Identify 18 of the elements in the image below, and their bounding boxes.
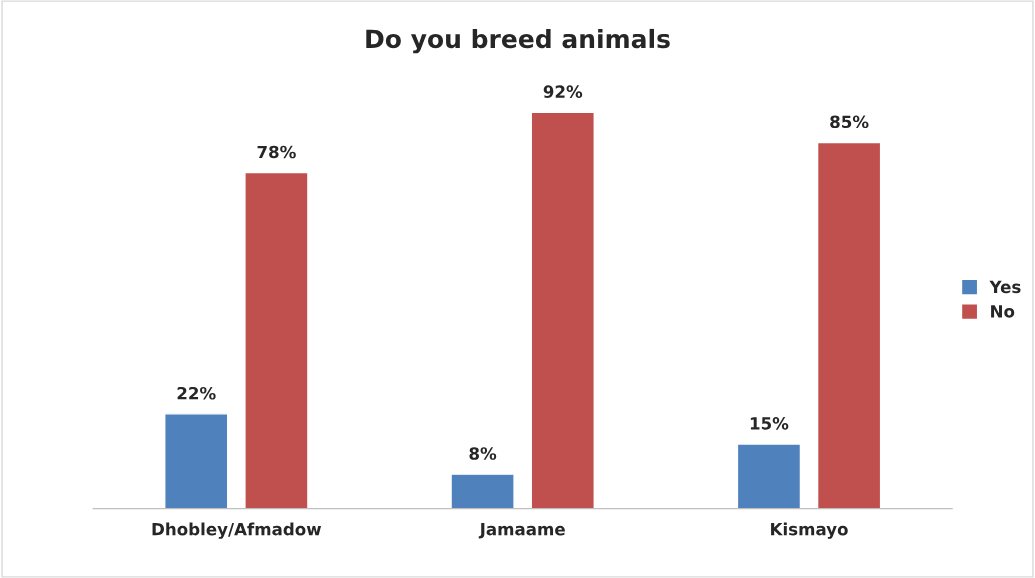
bar [244,171,309,509]
chart-title: Do you breed animals [366,28,670,54]
data-label: 8% [469,447,497,460]
data-label: 15% [750,417,789,430]
x-tick-label: Kismayo [771,522,848,539]
bar [164,413,229,509]
bar [450,473,515,509]
bar [816,141,882,509]
data-label: 78% [257,145,296,159]
data-label: 92% [543,85,583,98]
data-label: 85% [830,115,869,129]
legend-label: Yes [989,280,1021,294]
legend-label: No [991,305,1015,318]
x-tick-label: Dhobley/Afmadow [152,522,322,539]
bar [530,111,595,509]
x-tick-label: Jamaame [478,523,565,539]
data-label: 22% [177,386,216,400]
bar [736,443,802,509]
